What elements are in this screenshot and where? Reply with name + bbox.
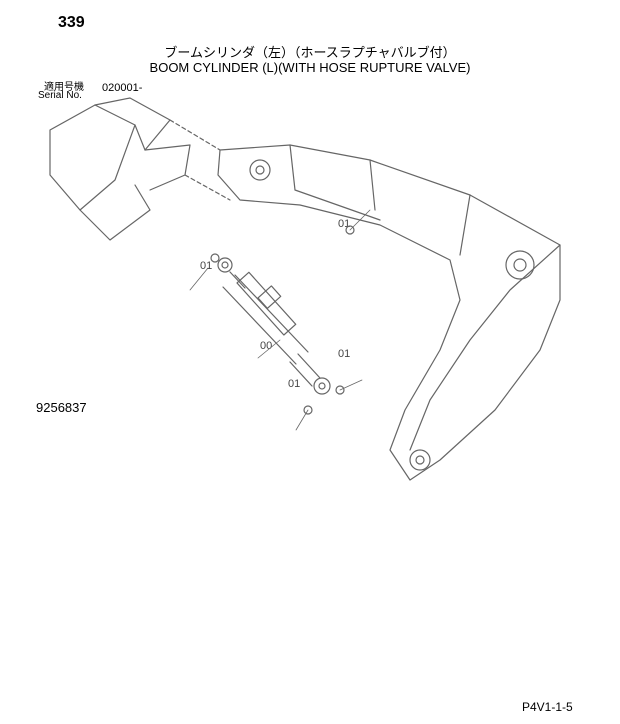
- title-english: BOOM CYLINDER (L)(WITH HOSE RUPTURE VALV…: [0, 60, 620, 75]
- page-number: 339: [58, 14, 85, 32]
- boom-cylinder-diagram: [40, 90, 580, 510]
- title-japanese: ブームシリンダ（左）（ホースラプチャバルブ付）: [0, 42, 620, 61]
- footer-code: P4V1-1-5: [522, 700, 573, 714]
